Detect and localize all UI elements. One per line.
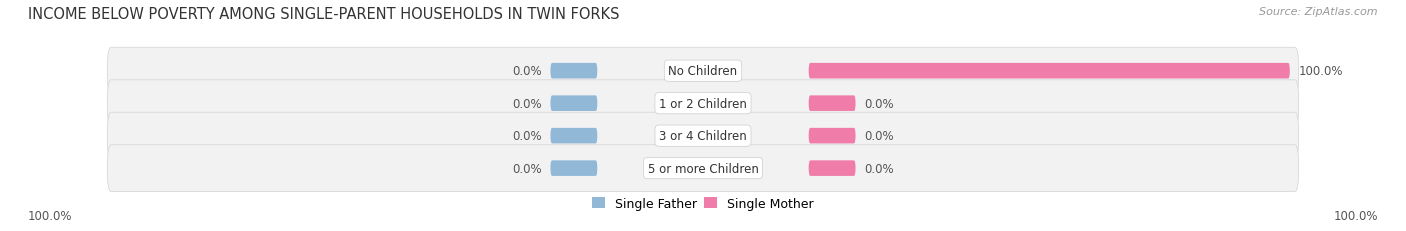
- FancyBboxPatch shape: [550, 128, 598, 144]
- FancyBboxPatch shape: [808, 64, 1289, 79]
- FancyBboxPatch shape: [808, 128, 856, 144]
- Text: 0.0%: 0.0%: [512, 97, 541, 110]
- Text: 100.0%: 100.0%: [1299, 65, 1343, 78]
- Text: 0.0%: 0.0%: [512, 130, 541, 143]
- Text: 5 or more Children: 5 or more Children: [648, 162, 758, 175]
- Text: INCOME BELOW POVERTY AMONG SINGLE-PARENT HOUSEHOLDS IN TWIN FORKS: INCOME BELOW POVERTY AMONG SINGLE-PARENT…: [28, 7, 620, 22]
- Text: 0.0%: 0.0%: [865, 97, 894, 110]
- FancyBboxPatch shape: [107, 48, 1299, 95]
- Text: 0.0%: 0.0%: [512, 65, 541, 78]
- Text: 3 or 4 Children: 3 or 4 Children: [659, 130, 747, 143]
- FancyBboxPatch shape: [550, 64, 598, 79]
- Text: 0.0%: 0.0%: [865, 162, 894, 175]
- Text: No Children: No Children: [668, 65, 738, 78]
- FancyBboxPatch shape: [107, 113, 1299, 159]
- FancyBboxPatch shape: [550, 161, 598, 176]
- Text: 1 or 2 Children: 1 or 2 Children: [659, 97, 747, 110]
- Text: 0.0%: 0.0%: [512, 162, 541, 175]
- FancyBboxPatch shape: [808, 161, 856, 176]
- FancyBboxPatch shape: [808, 96, 856, 112]
- Text: 100.0%: 100.0%: [1333, 209, 1378, 222]
- FancyBboxPatch shape: [107, 145, 1299, 192]
- FancyBboxPatch shape: [550, 96, 598, 112]
- Text: Source: ZipAtlas.com: Source: ZipAtlas.com: [1260, 7, 1378, 17]
- FancyBboxPatch shape: [107, 80, 1299, 127]
- Legend: Single Father, Single Mother: Single Father, Single Mother: [591, 194, 815, 212]
- Text: 0.0%: 0.0%: [865, 130, 894, 143]
- Text: 100.0%: 100.0%: [28, 209, 73, 222]
